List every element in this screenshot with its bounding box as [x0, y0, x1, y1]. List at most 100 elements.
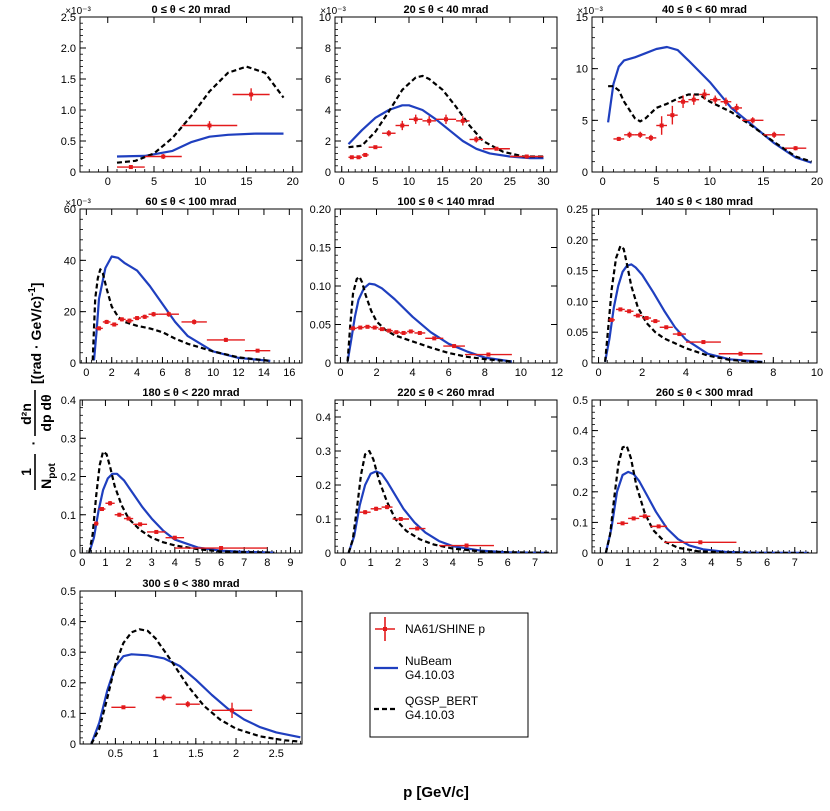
panel-frame [334, 16, 558, 173]
data-point [407, 329, 415, 334]
data-marker [670, 113, 675, 118]
data-point [439, 543, 494, 548]
legend-label-qgsp-2: G4.10.03 [405, 708, 455, 722]
x-tick-label: 5 [195, 557, 201, 569]
qgsp-curve [348, 74, 544, 158]
data-marker [723, 99, 728, 104]
data-marker [374, 506, 379, 511]
data-point [409, 114, 423, 124]
y-tick-label: 2.5 [61, 12, 76, 24]
data-marker [609, 317, 614, 322]
x-tick-label: 15 [240, 176, 252, 188]
x-tick-label: 9 [287, 557, 293, 569]
panel-frame [79, 590, 303, 745]
panel-title: 300 ≤ θ < 380 mrad [142, 578, 239, 590]
x-tick-label: 6 [159, 367, 165, 379]
data-marker [365, 324, 370, 329]
x-tick-label: 25 [504, 176, 516, 188]
data-point [688, 94, 700, 105]
data-point [98, 507, 106, 512]
x-tick-label: 4 [683, 367, 689, 379]
y-exponent: ×10⁻³ [320, 6, 346, 17]
data-point [616, 307, 625, 312]
data-marker [620, 521, 625, 526]
ylabel-unit: [(rad · GeV/c)-1] [27, 283, 44, 384]
data-point [699, 89, 710, 100]
data-marker [772, 132, 777, 137]
y-exponent: ×10⁻³ [65, 198, 91, 209]
x-tick-label: 6 [727, 367, 733, 379]
data-marker [255, 348, 260, 353]
legend: NA61/SHINE p NuBeam G4.10.03 QGSP_BERT G… [369, 612, 529, 738]
y-tick-label: 0.3 [316, 446, 331, 458]
x-tick-label: 10 [207, 367, 219, 379]
data-point [483, 146, 510, 151]
data-point [634, 131, 646, 138]
panel-title: 0 ≤ θ < 20 mrad [152, 4, 231, 16]
x-tick-label: 7 [532, 557, 538, 569]
data-marker [750, 118, 755, 123]
panel-title: 180 ≤ θ < 220 mrad [142, 387, 239, 399]
y-tick-label: 0 [325, 548, 331, 560]
data-marker [373, 145, 378, 150]
data-point [624, 309, 634, 314]
data-point [395, 120, 409, 131]
data-point [633, 313, 643, 318]
data-point [645, 134, 657, 141]
data-point [123, 516, 134, 521]
x-tick-label: 2.5 [269, 748, 284, 760]
panel-9: 0.5 1 1.5 2 2.5 0 0.1 0.2 0.3 0.4 0.5 300 ≤ θ < 380… [61, 578, 303, 760]
panel-frame [79, 208, 303, 364]
data-marker [385, 505, 390, 510]
data-point [392, 517, 409, 521]
data-marker [427, 118, 432, 123]
data-marker [356, 155, 361, 160]
panel-8: 0 1 2 3 4 5 6 7 0 0.1 0.2 0.3 0.4 0.5 260 ≤ θ < 300 mr… [573, 387, 818, 569]
data-marker [681, 99, 686, 104]
data-marker [192, 319, 197, 324]
y-tick-label: 0.5 [573, 395, 588, 407]
data-point [114, 512, 124, 517]
data-point [370, 506, 382, 511]
x-tick-label: 6 [505, 557, 511, 569]
panel-frame [334, 208, 558, 364]
ylabel-frac2-den: dp dθ [38, 394, 54, 431]
data-marker [644, 316, 649, 321]
qgsp-curve [91, 268, 271, 362]
x-tick-label: 0 [83, 367, 89, 379]
y-tick-label: 0.4 [61, 617, 76, 629]
nubeam-curve [607, 45, 812, 164]
x-tick-label: 5 [151, 176, 157, 188]
y-tick-label: 0.5 [61, 586, 76, 598]
x-tick-label: 0 [79, 557, 85, 569]
data-marker [464, 543, 469, 548]
y-tick-label: 60 [64, 204, 76, 216]
x-tick-label: 4 [134, 367, 140, 379]
x-tick-label: 2 [653, 557, 659, 569]
panel-frame [591, 399, 818, 554]
x-tick-label: 12 [232, 367, 244, 379]
legend-box [369, 612, 529, 738]
data-point [147, 529, 166, 534]
data-marker [138, 522, 143, 527]
legend-label-nubeam-1: NuBeam [405, 654, 452, 668]
data-marker [398, 517, 403, 521]
data-marker [230, 708, 235, 713]
data-marker [127, 318, 132, 323]
x-tick-label: 10 [194, 176, 206, 188]
y-tick-label: 15 [576, 12, 588, 24]
data-marker [128, 165, 133, 170]
data-marker [108, 501, 113, 506]
data-point [667, 105, 678, 125]
qgsp-curve [90, 628, 301, 744]
x-tick-label: 0 [595, 367, 601, 379]
panel-title: 220 ≤ θ < 260 mrad [397, 387, 494, 399]
data-marker [119, 317, 124, 322]
x-axis-label: p [GeV/c] [403, 784, 469, 801]
y-tick-label: 4 [325, 105, 331, 117]
data-point [509, 154, 544, 159]
ylabel-frac2-num: d²n [18, 403, 34, 425]
y-tick-label: 0.5 [61, 136, 76, 148]
data-point [111, 705, 136, 710]
